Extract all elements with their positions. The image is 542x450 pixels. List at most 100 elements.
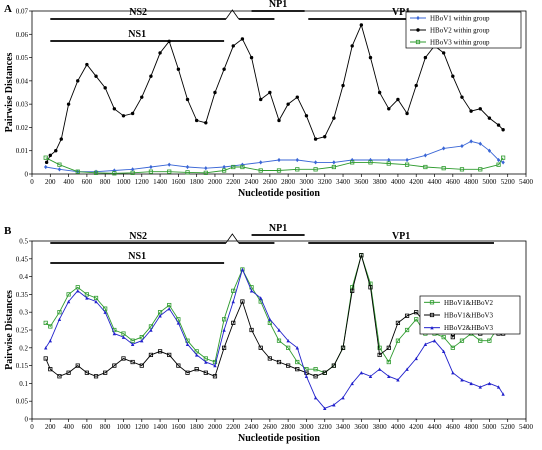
data-point [377,352,382,358]
data-point [167,169,172,174]
data-point [76,79,80,83]
data-point [103,310,107,314]
data-point [240,162,245,167]
data-point [185,164,190,170]
x-tick-label: 1000 [116,178,131,186]
x-tick-label: 3800 [373,178,388,186]
x-tick-label: 3000 [299,423,314,431]
data-point [48,153,52,158]
data-point [368,285,373,290]
x-tick-label: 1800 [190,178,205,186]
y-tick-label: 0.06 [16,31,29,39]
data-point [276,359,282,365]
y-tick-label: 0.15 [16,362,29,370]
y-tick-label: 0.02 [16,124,29,132]
data-point [149,164,153,170]
data-point [267,356,272,361]
data-point [194,349,199,354]
data-point [222,317,227,322]
data-point [501,160,505,165]
data-point [487,116,492,120]
data-point [167,162,171,167]
x-tick-label: 2200 [226,423,241,431]
data-point [414,317,419,322]
data-point [231,288,236,293]
data-point [377,90,382,95]
data-point [359,371,364,375]
y-tick-label: 0.05 [16,398,29,406]
data-point [359,253,364,258]
x-tick-label: 0 [30,423,34,431]
x-tick-label: 200 [45,178,56,186]
data-point [140,338,144,343]
data-point [76,289,80,293]
data-point [203,356,208,361]
data-point [204,121,208,125]
data-point [268,317,272,322]
data-point [66,299,71,304]
data-point [93,295,99,301]
x-tick-label: 2600 [263,423,278,431]
x-tick-label: 2800 [281,178,296,186]
x-tick-label: 4800 [464,423,479,431]
data-point [487,338,492,343]
legend: HBoV1&HBoV2 HBoV1&HBoV3 HBoV2&HBoV3 [419,295,521,335]
data-point [185,170,190,175]
y-tick-label: 0.35 [16,291,29,299]
x-tick-label: 5200 [501,423,516,431]
data-point [313,137,318,141]
data-point [441,349,446,354]
data-point [295,346,299,350]
data-point [222,168,227,173]
data-point [405,111,409,116]
data-point [44,346,48,350]
x-axis-title: Nucleotide position [238,188,320,199]
data-point [368,157,373,163]
data-point [341,395,345,400]
x-tick-label: 3800 [373,423,388,431]
data-point [377,345,382,350]
data-point [441,335,446,340]
data-point [94,299,98,304]
data-point [414,83,418,88]
legend-entry: HBoV1&HBoV3 [444,312,494,320]
x-tick-label: 3400 [336,423,351,431]
y-axis-title: Pairwise Distances [4,53,15,133]
x-tick-label: 4000 [391,178,406,186]
x-tick-label: 4600 [446,178,461,186]
y-tick-label: 0.1 [19,380,28,388]
x-tick-label: 4200 [409,178,424,186]
data-point [57,162,62,167]
legend-swatch-marker [429,312,435,318]
x-tick-label: 400 [63,423,74,431]
data-point [340,345,346,350]
region-splice-marker [225,233,240,244]
y-tick-label: 0.01 [16,147,29,155]
data-point [350,44,354,48]
data-point [231,44,235,48]
data-point [249,289,254,293]
data-point [66,102,71,106]
data-point [112,331,117,336]
data-point [423,164,428,170]
data-point [368,374,373,378]
data-point [194,367,199,372]
data-point [478,385,482,389]
x-tick-label: 2000 [208,423,223,431]
x-tick-label: 4800 [464,178,479,186]
data-point [404,162,410,167]
x-tick-label: 3600 [354,178,369,186]
data-point [331,363,336,368]
data-point [469,109,473,113]
data-point [386,161,391,166]
y-tick-label: 0.3 [19,309,28,317]
data-point [313,374,318,379]
y-tick-label: 0.07 [16,8,29,16]
data-point [121,114,126,118]
data-point [501,155,506,160]
panel-letter: B [4,225,12,237]
data-point [222,164,226,170]
legend-entry: HBoV2 within group [430,27,490,35]
x-tick-label: 1600 [171,423,186,431]
x-tick-label: 3600 [354,423,369,431]
